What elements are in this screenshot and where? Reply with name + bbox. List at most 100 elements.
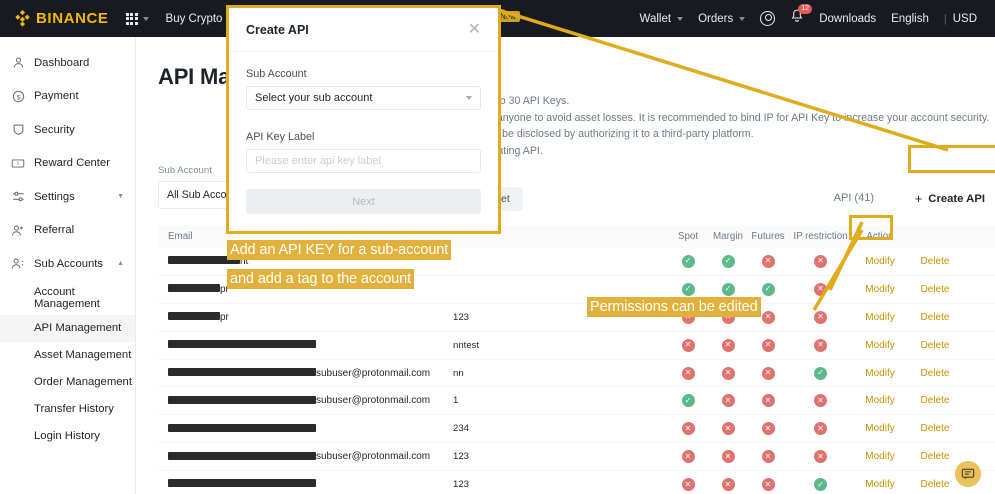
modify-link[interactable]: Modify: [865, 283, 895, 295]
modify-link[interactable]: Modify: [865, 395, 895, 407]
futures-disabled-icon: ✕: [761, 254, 775, 268]
sub-account-filter-label: Sub Account: [158, 165, 212, 176]
modify-link[interactable]: Modify: [865, 451, 895, 463]
column-header-futures: Futures: [751, 231, 785, 242]
cell-spot-permission: ✓: [668, 282, 708, 296]
nav-wallet[interactable]: Wallet: [640, 13, 684, 25]
delete-link[interactable]: Delete: [920, 339, 950, 351]
sidebar-item-transfer-history[interactable]: Transfer History: [0, 396, 135, 423]
modify-link[interactable]: Modify: [865, 339, 895, 351]
create-api-button[interactable]: + Create API: [903, 184, 995, 213]
ip-enabled-icon: ✓: [814, 366, 827, 380]
cell-margin-permission: ✕: [708, 450, 748, 464]
binance-logo[interactable]: BINANCE: [14, 10, 109, 27]
account-user-icon[interactable]: [760, 11, 776, 26]
spot-disabled-icon: ✕: [681, 338, 695, 352]
spot-enabled-icon: ✓: [681, 394, 695, 408]
sub-account-select[interactable]: Select your sub account: [246, 86, 481, 110]
plus-icon: +: [914, 191, 923, 206]
next-button[interactable]: Next: [246, 189, 481, 214]
margin-disabled-icon: ✕: [721, 478, 735, 492]
modify-link[interactable]: Modify: [865, 255, 895, 267]
cell-ip-restriction: ✕: [788, 422, 853, 436]
modify-link[interactable]: Modify: [865, 423, 895, 435]
api-keys-table: Email Spot Margin Futures IP restriction…: [158, 225, 995, 494]
spot-disabled-icon: ✕: [681, 450, 695, 464]
sidebar-subitem-label: Login History: [34, 430, 100, 442]
modify-link[interactable]: Modify: [865, 479, 895, 491]
grid-apps-icon[interactable]: [125, 12, 138, 25]
sidebar-item-security[interactable]: Security: [0, 113, 135, 147]
sidebar-item-sub-accounts[interactable]: Sub Accounts ▲: [0, 247, 135, 281]
sidebar-item-label: Reward Center: [34, 157, 110, 170]
sidebar-item-login-history[interactable]: Login History: [0, 423, 135, 450]
api-count-label: API (41): [833, 192, 874, 204]
cell-spot-permission: ✕: [668, 478, 708, 492]
api-key-label-input[interactable]: Please enter api key label: [246, 149, 481, 173]
column-header-email: Email: [168, 231, 193, 242]
svg-text:$: $: [16, 94, 20, 101]
table-row: 234 ✕ ✕ ✕ ✕ Modify Delete: [158, 415, 995, 444]
modify-link[interactable]: Modify: [865, 367, 895, 379]
sidebar-item-referral[interactable]: Referral: [0, 214, 135, 248]
delete-link[interactable]: Delete: [920, 311, 950, 323]
chat-bubble-icon: [961, 468, 975, 480]
cell-ip-restriction: ✕: [788, 394, 853, 408]
delete-link[interactable]: Delete: [920, 423, 950, 435]
delete-link[interactable]: Delete: [920, 479, 950, 491]
nav-orders[interactable]: Orders: [698, 13, 746, 25]
cell-futures-permission: ✕: [748, 366, 788, 380]
cell-futures-permission: ✕: [748, 450, 788, 464]
nav-divider: |: [943, 12, 947, 25]
modal-header: Create API ✕: [229, 8, 498, 52]
cell-futures-permission: ✕: [748, 338, 788, 352]
sidebar-subitem-label: Transfer History: [34, 403, 114, 415]
nav-buy-crypto-label: Buy Crypto: [165, 12, 223, 25]
nav-currency[interactable]: USD: [952, 12, 977, 25]
user-plus-icon: [10, 224, 26, 237]
notifications-bell[interactable]: 12: [790, 3, 813, 29]
close-icon[interactable]: ✕: [467, 20, 481, 38]
modal-field-spacer: [246, 110, 481, 131]
cell-spot-permission: ✕: [668, 450, 708, 464]
cell-spot-permission: ✕: [668, 366, 708, 380]
cell-margin-permission: ✕: [708, 422, 748, 436]
ip-disabled-icon: ✕: [814, 338, 827, 352]
apps-chevron-down-icon[interactable]: [142, 16, 149, 21]
sliders-icon: [10, 190, 26, 203]
ip-disabled-icon: ✕: [814, 450, 827, 464]
futures-disabled-icon: ✕: [761, 394, 775, 408]
nav-language[interactable]: English: [891, 12, 929, 25]
cell-email: subuser@protonmail.com: [158, 368, 453, 379]
redacted-email-bar: [168, 339, 316, 348]
delete-link[interactable]: Delete: [920, 283, 950, 295]
cell-api-key-label: 123: [453, 479, 470, 491]
chat-support-button[interactable]: [955, 461, 981, 487]
cell-api-key-label: 234: [453, 423, 470, 435]
modal-title: Create API: [246, 22, 309, 37]
sidebar-item-dashboard[interactable]: Dashboard: [0, 46, 135, 80]
delete-link[interactable]: Delete: [920, 451, 950, 463]
cell-api-key-label: 123: [453, 311, 470, 323]
cell-ip-restriction: ✕: [788, 254, 853, 268]
margin-enabled-icon: ✓: [721, 254, 735, 268]
sidebar-item-order-management[interactable]: Order Management: [0, 369, 135, 396]
delete-link[interactable]: Delete: [920, 395, 950, 407]
nav-downloads[interactable]: Downloads: [819, 12, 877, 25]
table-row: nntest ✕ ✕ ✕ ✕ Modify Delete: [158, 332, 995, 360]
sidebar-item-settings[interactable]: Settings ▼: [0, 180, 135, 214]
sidebar-item-reward-center[interactable]: Reward Center: [0, 147, 135, 181]
table-row: subuser@protonmail.com 1 ✓ ✕ ✕ ✕ Modify Delete: [158, 387, 995, 416]
sidebar-item-account-management[interactable]: Account Management: [0, 281, 135, 315]
delete-link[interactable]: Delete: [920, 255, 950, 267]
sidebar-item-api-management[interactable]: API Management: [0, 314, 135, 342]
sidebar-item-asset-management[interactable]: Asset Management: [0, 342, 135, 369]
delete-link[interactable]: Delete: [920, 367, 950, 379]
modify-link[interactable]: Modify: [865, 311, 895, 323]
cell-margin-permission: ✕: [708, 478, 748, 492]
modify-link-highlight-box: [849, 215, 893, 240]
create-api-button-label: Create API: [928, 192, 985, 205]
cell-ip-restriction: ✓: [788, 366, 853, 380]
page-title: API Ma: [158, 64, 231, 89]
sidebar-item-payment[interactable]: $ Payment: [0, 80, 135, 114]
